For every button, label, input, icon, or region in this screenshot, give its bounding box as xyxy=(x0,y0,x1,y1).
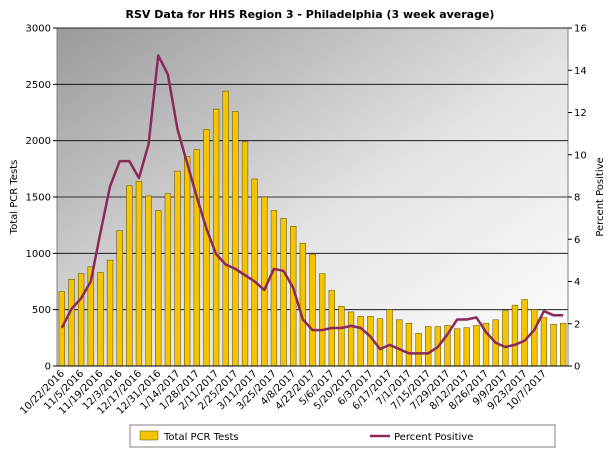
y-tick-label: 2000 xyxy=(26,136,51,147)
bar xyxy=(396,319,403,367)
bar xyxy=(318,273,326,367)
bar xyxy=(261,196,268,367)
legend xyxy=(129,424,556,448)
bar xyxy=(453,328,461,367)
bar xyxy=(367,316,374,367)
legend-swatch xyxy=(139,430,159,441)
legend-label: Total PCR Tests xyxy=(163,432,239,443)
bar xyxy=(212,108,220,367)
bar xyxy=(502,310,509,367)
bar xyxy=(357,316,364,367)
chart-title: RSV Data for HHS Region 3 - Philadelphia… xyxy=(126,8,495,21)
bar xyxy=(521,299,528,367)
y2-tick-label: 4 xyxy=(574,277,580,288)
bar xyxy=(463,327,470,367)
bar xyxy=(376,318,384,367)
bar xyxy=(309,254,316,367)
y2-tick-label: 0 xyxy=(574,362,580,373)
y2-tick-label: 12 xyxy=(574,108,587,119)
bar xyxy=(425,326,432,367)
bar xyxy=(222,90,229,367)
bar xyxy=(531,309,538,367)
bar xyxy=(280,218,287,367)
bar xyxy=(193,149,200,367)
bar xyxy=(270,210,278,367)
y-tick-label: 500 xyxy=(32,305,51,316)
bar xyxy=(68,278,75,367)
y2-tick-label: 10 xyxy=(574,150,587,161)
bar xyxy=(203,129,210,367)
bar xyxy=(473,325,480,367)
bar xyxy=(155,210,162,367)
y2-tick-label: 16 xyxy=(574,24,587,35)
bar xyxy=(415,333,422,367)
bar xyxy=(164,193,172,367)
bar xyxy=(116,230,123,367)
bar xyxy=(550,324,557,367)
y2-tick-label: 14 xyxy=(574,66,587,77)
bar xyxy=(386,309,393,367)
bar xyxy=(174,170,181,367)
y-tick-label: 0 xyxy=(45,362,51,373)
bar xyxy=(232,111,239,367)
bar xyxy=(97,272,104,367)
bar xyxy=(338,306,345,367)
bar xyxy=(540,317,548,367)
y2-axis-label: Percent Positive xyxy=(595,157,606,236)
bar xyxy=(77,273,85,367)
y-tick-label: 2500 xyxy=(26,80,51,91)
bar xyxy=(145,195,152,367)
bar xyxy=(135,180,143,367)
y2-tick-label: 6 xyxy=(574,235,580,246)
bar xyxy=(347,311,355,367)
bar xyxy=(405,322,413,367)
y-axis-label: Total PCR Tests xyxy=(9,160,20,236)
y2-tick-label: 8 xyxy=(574,193,580,204)
bar xyxy=(251,178,258,367)
bar xyxy=(299,242,307,367)
y-tick-label: 1000 xyxy=(26,249,51,260)
bar xyxy=(511,304,519,367)
legend-label: Percent Positive xyxy=(394,432,473,443)
bar xyxy=(106,259,114,367)
bar xyxy=(58,291,65,367)
line xyxy=(60,54,564,355)
y-tick-label: 1500 xyxy=(26,193,51,204)
bar xyxy=(184,156,191,367)
bar xyxy=(126,185,133,367)
bar xyxy=(241,141,249,367)
y2-tick-label: 2 xyxy=(574,319,580,330)
y-tick-label: 3000 xyxy=(26,24,51,35)
bar xyxy=(560,322,567,367)
